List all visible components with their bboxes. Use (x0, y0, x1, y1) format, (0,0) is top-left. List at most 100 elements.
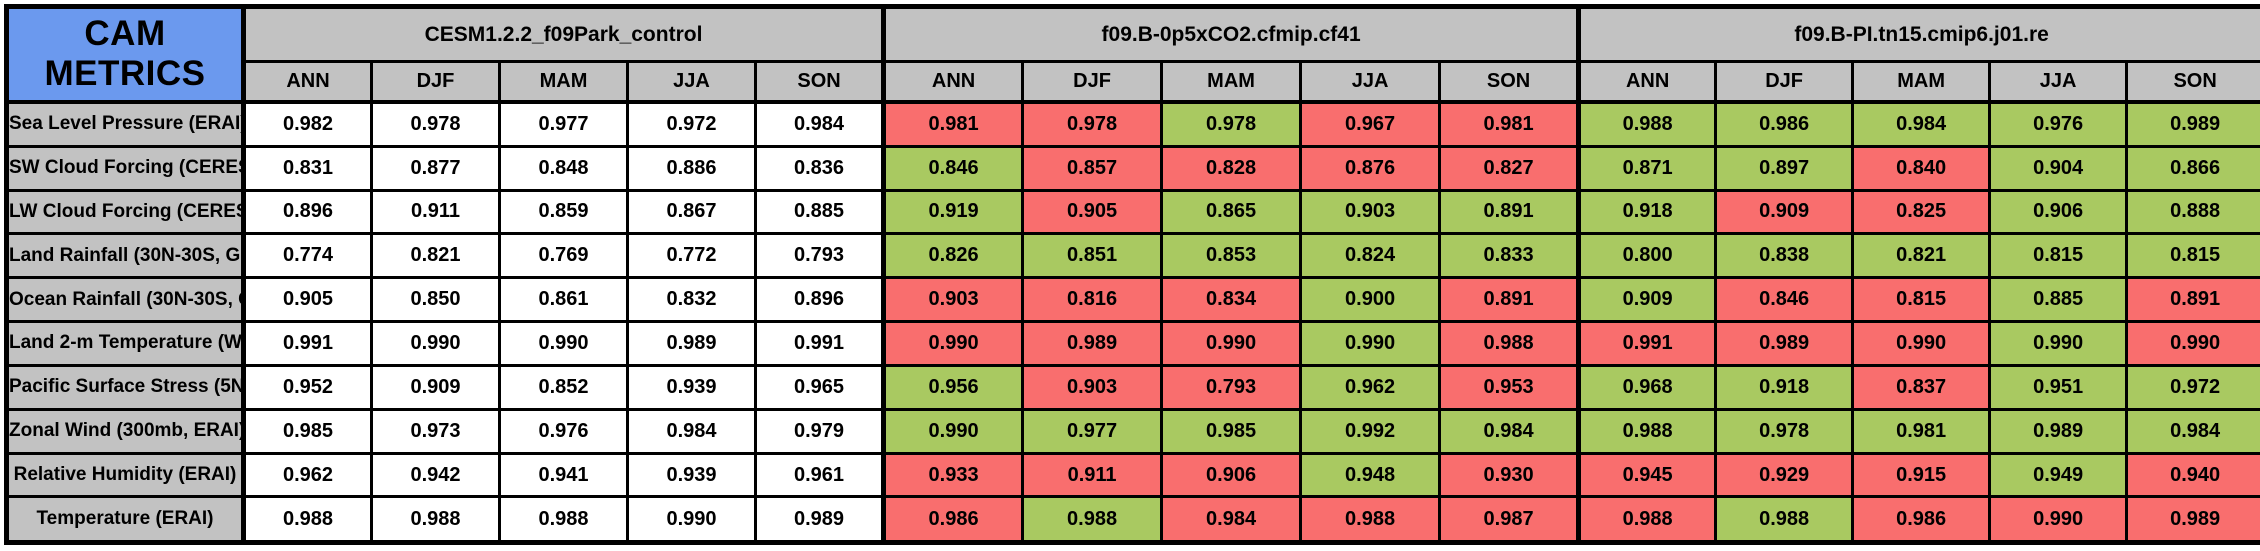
metric-value-cell: 0.840 (1851, 144, 1992, 192)
metric-value-cell: 0.978 (1160, 100, 1303, 148)
metric-label: SW Cloud Forcing (CERES-EBAF) (5, 144, 245, 192)
metric-value-cell: 0.905 (241, 276, 373, 324)
metric-label: Land Rainfall (30N-30S, GPCP) (5, 232, 245, 280)
metric-value-cell: 0.981 (1851, 407, 1992, 455)
metric-value-cell: 0.831 (241, 144, 373, 192)
metric-value-cell: 0.930 (1438, 451, 1581, 499)
metric-label: Ocean Rainfall (30N-30S, GPCP) (5, 276, 245, 324)
column-group-control: CESM1.2.2_f09Park_control (240, 5, 886, 63)
metric-value-cell: 0.906 (1988, 188, 2129, 236)
metric-value-cell: 0.989 (2125, 495, 2260, 544)
metric-value-cell: 0.815 (2125, 232, 2260, 280)
metric-value-cell: 0.828 (1160, 144, 1303, 192)
table-row: SW Cloud Forcing (CERES-EBAF)0.8310.8770… (5, 144, 2260, 192)
season-header-son: SON (1438, 60, 1581, 103)
metric-value-cell: 0.984 (626, 407, 757, 455)
metric-value-cell: 0.990 (370, 320, 501, 367)
metric-value-cell: 0.885 (753, 188, 886, 236)
metric-value-cell: 0.991 (241, 320, 373, 367)
metric-value-cell: 0.832 (626, 276, 757, 324)
table-row: LW Cloud Forcing (CERES-EBAF)0.8960.9110… (5, 188, 2260, 236)
metric-value-cell: 0.815 (1851, 276, 1992, 324)
metric-label: Temperature (ERAI) (5, 495, 245, 544)
season-header-jja: JJA (1299, 60, 1442, 103)
metric-value-cell: 0.905 (1021, 188, 1164, 236)
metric-value-cell: 0.976 (498, 407, 629, 455)
metric-value-cell: 0.877 (370, 144, 501, 192)
metric-value-cell: 0.941 (498, 451, 629, 499)
metric-value-cell: 0.948 (1299, 451, 1442, 499)
table-row: Sea Level Pressure (ERAI) 0.982 0.978 0.977… (5, 100, 2260, 148)
metric-value-cell: 0.965 (753, 363, 886, 411)
metric-value-cell: 0.909 (370, 363, 501, 411)
metric-value-cell: 0.903 (1299, 188, 1442, 236)
metric-value-cell: 0.827 (1438, 144, 1581, 192)
metric-value-cell: 0.990 (626, 495, 757, 544)
column-group-experiment-1: f09.B-0p5xCO2.cfmip.cf41 (881, 5, 1581, 63)
metric-value-cell: 0.816 (1021, 276, 1164, 324)
metric-value-cell: 0.891 (2125, 276, 2260, 324)
metric-label: Sea Level Pressure (ERAI) (5, 100, 245, 148)
metric-value-cell: 0.990 (1988, 320, 2129, 367)
metric-value-cell: 0.989 (626, 320, 757, 367)
metric-value-cell: 0.990 (1299, 320, 1442, 367)
table-row: Ocean Rainfall (30N-30S, GPCP)0.9050.850… (5, 276, 2260, 324)
metric-value-cell: 0.821 (370, 232, 501, 280)
metric-value-cell: 0.897 (1714, 144, 1855, 192)
metric-value-cell: 0.859 (498, 188, 629, 236)
metric-value-cell: 0.989 (2125, 100, 2260, 148)
metric-value-cell: 0.821 (1851, 232, 1992, 280)
season-header-mam: MAM (1160, 60, 1303, 103)
metric-value-cell: 0.984 (1160, 495, 1303, 544)
table-row: Land Rainfall (30N-30S, GPCP)0.7740.8210… (5, 232, 2260, 280)
metric-value-cell: 0.985 (241, 407, 373, 455)
metric-value-cell: 0.984 (1438, 407, 1581, 455)
season-header-son: SON (2125, 60, 2260, 103)
metric-value-cell: 0.815 (1988, 232, 2129, 280)
metric-value-cell: 0.876 (1299, 144, 1442, 192)
metric-value-cell: 0.891 (1438, 276, 1581, 324)
metric-value-cell: 0.986 (881, 495, 1025, 544)
metric-value-cell: 0.942 (370, 451, 501, 499)
metric-value-cell: 0.857 (1021, 144, 1164, 192)
metric-value-cell: 0.793 (753, 232, 886, 280)
metric-value-cell: 0.939 (626, 363, 757, 411)
metrics-table: CAM METRICS CESM1.2.2_f09Park_control f0… (4, 4, 2260, 545)
metric-value-cell: 0.981 (881, 100, 1025, 148)
metric-value-cell: 0.850 (370, 276, 501, 324)
metric-value-cell: 0.903 (881, 276, 1025, 324)
metric-value-cell: 0.988 (370, 495, 501, 544)
table-row: Land 2-m Temperature (Willmott)0.9910.99… (5, 320, 2260, 367)
metric-value-cell: 0.972 (626, 100, 757, 148)
table-title: CAM METRICS (5, 5, 246, 103)
metric-value-cell: 0.990 (1160, 320, 1303, 367)
metric-value-cell: 0.837 (1851, 363, 1992, 411)
metric-value-cell: 0.848 (498, 144, 629, 192)
metric-value-cell: 0.977 (1021, 407, 1164, 455)
metric-value-cell: 0.846 (881, 144, 1025, 192)
metric-value-cell: 0.933 (881, 451, 1025, 499)
season-header-djf: DJF (370, 60, 501, 103)
metric-value-cell: 0.982 (241, 100, 373, 148)
metric-value-cell: 0.951 (1988, 363, 2129, 411)
metric-value-cell: 0.990 (1851, 320, 1992, 367)
metric-value-cell: 0.989 (1021, 320, 1164, 367)
metric-value-cell: 0.852 (498, 363, 629, 411)
metric-value-cell: 0.918 (1576, 188, 1718, 236)
cam-metrics-table-container: CAM METRICS CESM1.2.2_f09Park_control f0… (4, 4, 2260, 545)
metric-value-cell: 0.978 (1714, 407, 1855, 455)
table-row: Pacific Surface Stress (5N-5S,ERS)0.9520… (5, 363, 2260, 411)
metric-value-cell: 0.988 (498, 495, 629, 544)
metric-value-cell: 0.918 (1714, 363, 1855, 411)
metric-value-cell: 0.833 (1438, 232, 1581, 280)
season-header-ann: ANN (241, 60, 373, 103)
metric-value-cell: 0.838 (1714, 232, 1855, 280)
metric-value-cell: 0.989 (1714, 320, 1855, 367)
metric-value-cell: 0.988 (241, 495, 373, 544)
season-header-djf: DJF (1714, 60, 1855, 103)
metric-value-cell: 0.988 (1299, 495, 1442, 544)
metric-value-cell: 0.834 (1160, 276, 1303, 324)
season-header-ann: ANN (1576, 60, 1718, 103)
metric-value-cell: 0.972 (2125, 363, 2260, 411)
metric-value-cell: 0.769 (498, 232, 629, 280)
